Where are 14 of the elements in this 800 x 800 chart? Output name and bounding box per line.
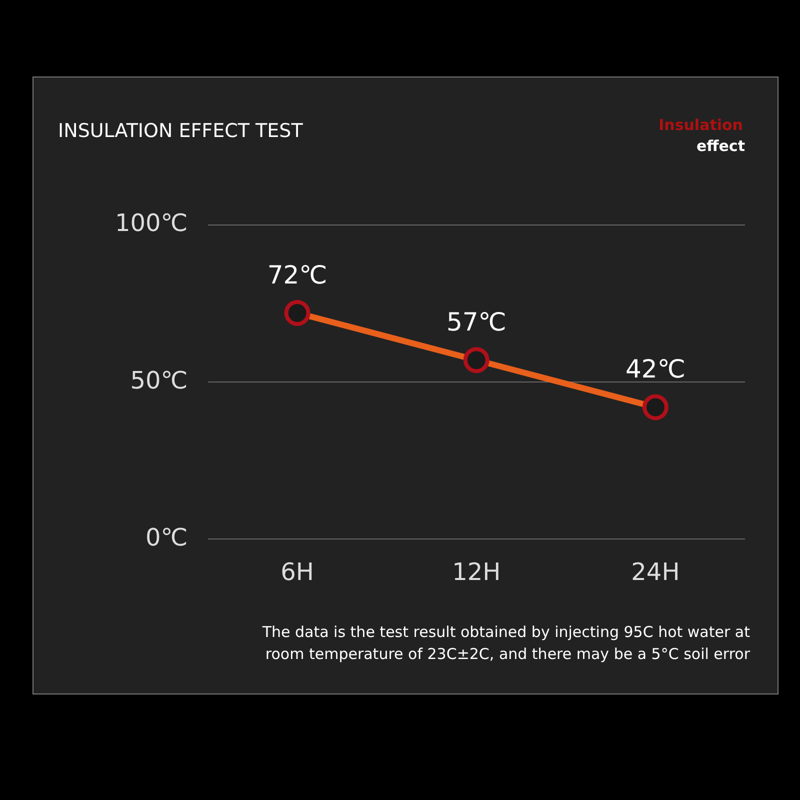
- x-tick-label: 24H: [631, 558, 680, 586]
- data-label: 57℃: [446, 308, 506, 337]
- x-tick-label: 6H: [280, 558, 314, 586]
- y-tick-label: 0℃: [146, 523, 188, 552]
- x-tick-label: 12H: [452, 558, 501, 586]
- y-tick-label: 100℃: [114, 209, 188, 238]
- text: room temperature of 23C±2C, and there may be a 5°C soil error: [265, 644, 751, 663]
- text: Insulation: [658, 116, 743, 134]
- data-label: 72℃: [267, 260, 328, 290]
- y-tick-label: 50℃: [130, 366, 188, 394]
- data-label: 42℃: [626, 354, 686, 384]
- text: effect: [696, 136, 745, 155]
- text: The data is the test result obtained by injecting 95C hot water at: [261, 622, 750, 641]
- chart-title: INSULATION EFFECT TEST: [58, 120, 304, 142]
